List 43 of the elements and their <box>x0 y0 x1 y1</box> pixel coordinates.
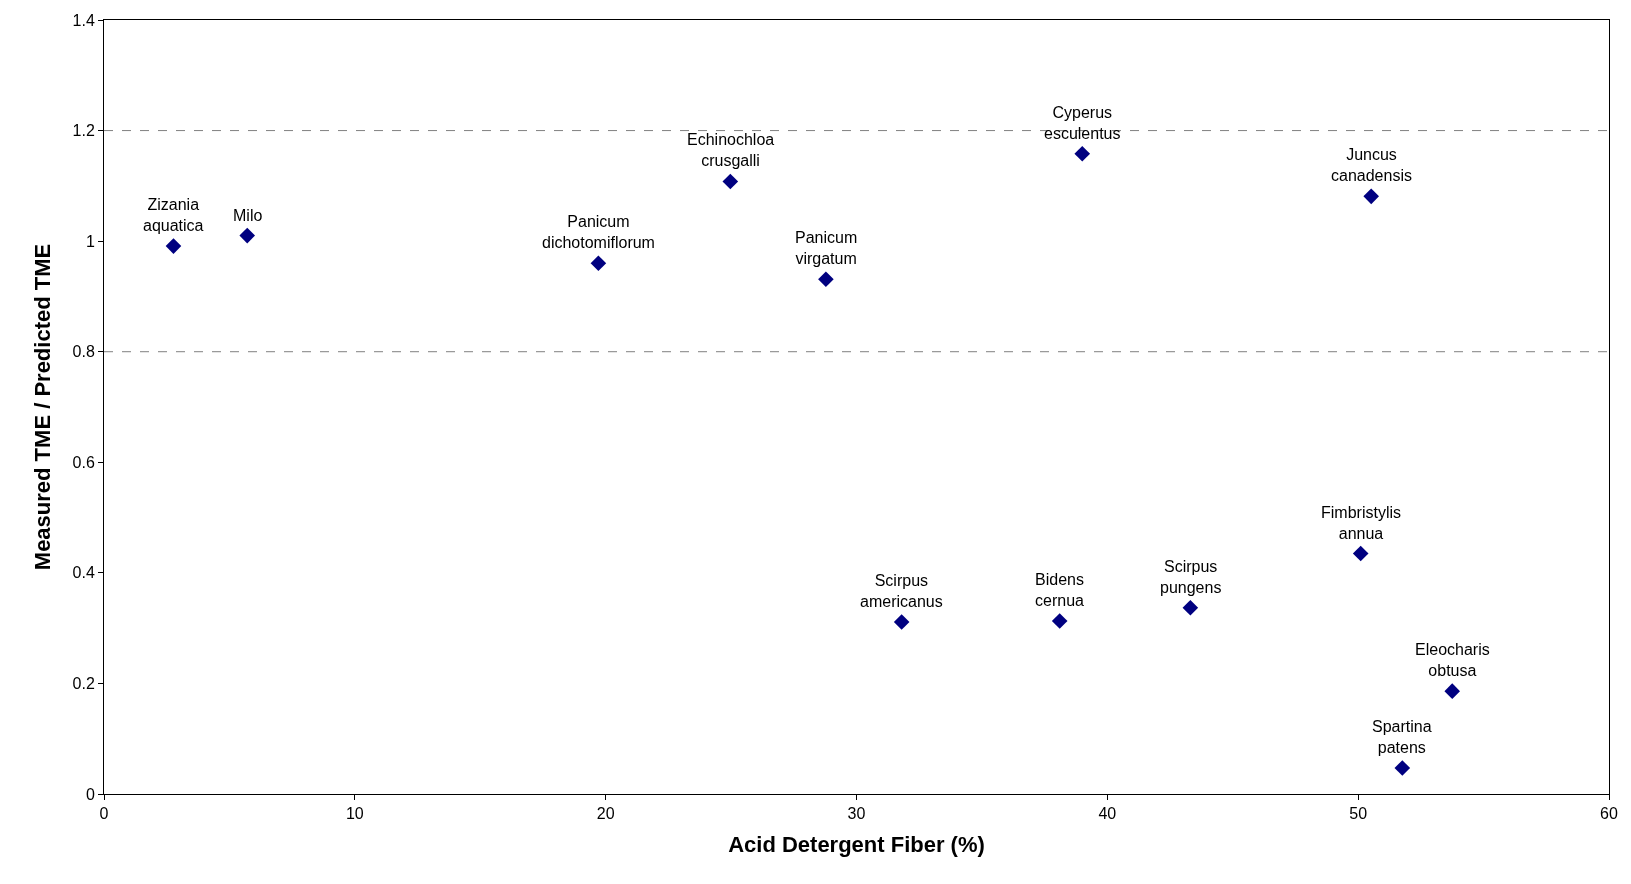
x-tick-label: 50 <box>1349 805 1368 823</box>
y-tick-label: 0.8 <box>72 343 95 361</box>
y-tick-label: 1.4 <box>72 11 95 29</box>
point <box>590 255 607 272</box>
point <box>1363 188 1380 205</box>
y-tick-label: 0.2 <box>72 675 95 693</box>
annotation: Fimbristylis annua <box>1321 504 1401 542</box>
annotation: Scirpus americanus <box>860 572 943 610</box>
point <box>893 614 910 630</box>
annotation: Scirpus pungens <box>1160 558 1222 596</box>
x-tick-label: 40 <box>1098 805 1117 823</box>
point <box>1444 683 1461 699</box>
y-tick-label: 0.6 <box>72 453 95 471</box>
annotation: Bidens cernua <box>1035 571 1085 609</box>
y-axis-title: Measured TME / Predicted TME <box>30 243 56 571</box>
point <box>1051 613 1068 629</box>
point <box>165 238 182 254</box>
annotation: Zizania aquatica <box>143 196 204 234</box>
annotation: Eleocharis obtusa <box>1415 641 1490 679</box>
x-tick-label: 0 <box>99 805 109 823</box>
annotation: Echinochloa crusgalli <box>687 131 775 169</box>
point <box>1182 599 1199 616</box>
y-tick-label: 1 <box>85 232 95 250</box>
x-tick-label: 60 <box>1600 805 1618 823</box>
x-axis-title: Acid Detergent Fiber (%) <box>728 832 985 858</box>
point <box>1394 760 1411 776</box>
point <box>722 173 739 190</box>
annotation: Panicum dichotomiflorum <box>542 213 655 251</box>
annotation: Milo <box>233 207 263 224</box>
point <box>1074 145 1091 162</box>
annotation: Panicum virgatum <box>795 229 858 267</box>
y-tick-label: 0 <box>85 785 95 803</box>
point <box>818 271 834 288</box>
y-tick-label: 1.2 <box>72 122 95 140</box>
annotation: Spartina patens <box>1372 718 1432 756</box>
x-tick-label: 30 <box>847 805 866 823</box>
annotation: Cyperus esculentus <box>1044 104 1121 142</box>
y-tick-label: 0.4 <box>72 564 95 582</box>
x-tick-label: 10 <box>345 805 364 823</box>
point <box>239 227 256 244</box>
point <box>1352 545 1369 562</box>
x-tick-label: 20 <box>596 805 615 823</box>
annotation: Juncus canadensis <box>1331 146 1412 184</box>
